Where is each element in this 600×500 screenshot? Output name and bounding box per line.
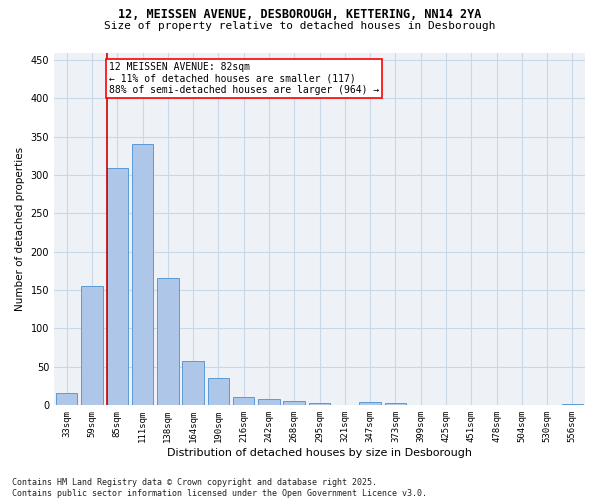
Bar [309, 402, 330, 405]
Bar [258, 398, 280, 405]
Bar [359, 402, 381, 405]
Bar [233, 397, 254, 405]
Bar [562, 404, 583, 405]
Bar [132, 144, 153, 405]
Bar [208, 378, 229, 405]
Text: 12, MEISSEN AVENUE, DESBOROUGH, KETTERING, NN14 2YA: 12, MEISSEN AVENUE, DESBOROUGH, KETTERIN… [118, 8, 482, 20]
Text: 12 MEISSEN AVENUE: 82sqm
← 11% of detached houses are smaller (117)
88% of semi-: 12 MEISSEN AVENUE: 82sqm ← 11% of detach… [109, 62, 379, 95]
Bar [157, 278, 179, 405]
Bar [81, 286, 103, 405]
Text: Contains HM Land Registry data © Crown copyright and database right 2025.
Contai: Contains HM Land Registry data © Crown c… [12, 478, 427, 498]
Bar [182, 361, 204, 405]
Bar [283, 401, 305, 405]
Text: Size of property relative to detached houses in Desborough: Size of property relative to detached ho… [104, 21, 496, 31]
Bar [385, 402, 406, 405]
X-axis label: Distribution of detached houses by size in Desborough: Distribution of detached houses by size … [167, 448, 472, 458]
Bar [56, 392, 77, 405]
Bar [107, 168, 128, 405]
Y-axis label: Number of detached properties: Number of detached properties [15, 146, 25, 310]
